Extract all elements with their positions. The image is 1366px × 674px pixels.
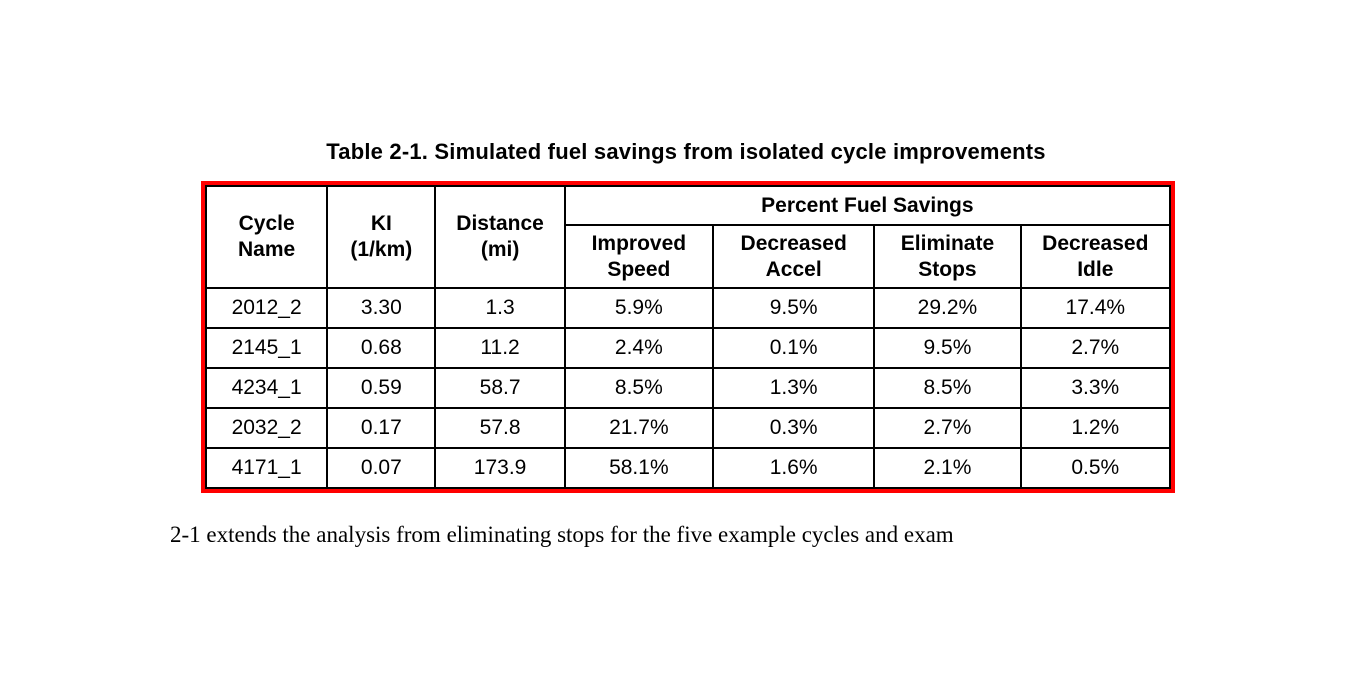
cell-distance: 57.8	[434, 407, 566, 449]
cell-ki: 0.68	[326, 327, 437, 369]
cell-distance: 58.7	[434, 367, 566, 409]
cell-eliminate-stops: 8.5%	[873, 367, 1022, 409]
cell-improved-speed: 58.1%	[563, 447, 715, 489]
cell-decreased-accel: 9.5%	[711, 287, 876, 329]
table-row: 4234_1 0.59 58.7 8.5% 1.3% 8.5% 3.3%	[204, 367, 1172, 409]
cell-cycle-name: 4171_1	[204, 447, 329, 489]
cell-cycle-name: 4234_1	[204, 367, 329, 409]
cell-eliminate-stops: 2.1%	[873, 447, 1022, 489]
table-row: 2012_2 3.30 1.3 5.9% 9.5% 29.2% 17.4%	[204, 287, 1172, 329]
col-header-decreased-idle: Decreased Idle	[1019, 224, 1172, 289]
fuel-savings-table: Cycle Name KI (1/km) Distance (mi) Perce…	[204, 185, 1172, 489]
cell-decreased-idle: 2.7%	[1019, 327, 1172, 369]
cell-cycle-name: 2145_1	[204, 327, 329, 369]
cell-eliminate-stops: 9.5%	[873, 327, 1022, 369]
col-header-cycle-name: Cycle Name	[204, 185, 329, 289]
cell-decreased-accel: 1.6%	[711, 447, 876, 489]
table-caption: Table 2-1. Simulated fuel savings from i…	[326, 139, 1046, 164]
cell-decreased-idle: 3.3%	[1019, 367, 1172, 409]
col-header-ki: KI (1/km)	[326, 185, 437, 289]
cell-decreased-idle: 1.2%	[1019, 407, 1172, 449]
cell-decreased-idle: 17.4%	[1019, 287, 1172, 329]
cell-improved-speed: 5.9%	[563, 287, 715, 329]
table-highlight-border: Cycle Name KI (1/km) Distance (mi) Perce…	[201, 181, 1175, 493]
cell-decreased-accel: 0.3%	[711, 407, 876, 449]
col-header-distance: Distance (mi)	[434, 185, 566, 289]
col-header-improved-speed: Improved Speed	[563, 224, 715, 289]
table-row: 2032_2 0.17 57.8 21.7% 0.3% 2.7% 1.2%	[204, 407, 1172, 449]
cell-decreased-accel: 1.3%	[711, 367, 876, 409]
cell-ki: 0.07	[326, 447, 437, 489]
cell-improved-speed: 8.5%	[563, 367, 715, 409]
cell-cycle-name: 2012_2	[204, 287, 329, 329]
col-group-percent-fuel-savings: Percent Fuel Savings	[563, 185, 1172, 226]
cell-ki: 3.30	[326, 287, 437, 329]
cell-distance: 173.9	[434, 447, 566, 489]
cell-eliminate-stops: 29.2%	[873, 287, 1022, 329]
cell-cycle-name: 2032_2	[204, 407, 329, 449]
cell-ki: 0.17	[326, 407, 437, 449]
cell-distance: 1.3	[434, 287, 566, 329]
col-header-eliminate-stops: Eliminate Stops	[873, 224, 1022, 289]
cell-decreased-idle: 0.5%	[1019, 447, 1172, 489]
cell-improved-speed: 21.7%	[563, 407, 715, 449]
table-row: 2145_1 0.68 11.2 2.4% 0.1% 9.5% 2.7%	[204, 327, 1172, 369]
cell-ki: 0.59	[326, 367, 437, 409]
body-paragraph: 2-1 extends the analysis from eliminatin…	[170, 522, 954, 547]
cell-eliminate-stops: 2.7%	[873, 407, 1022, 449]
table-row: 4171_1 0.07 173.9 58.1% 1.6% 2.1% 0.5%	[204, 447, 1172, 489]
cell-distance: 11.2	[434, 327, 566, 369]
cell-decreased-accel: 0.1%	[711, 327, 876, 369]
cell-improved-speed: 2.4%	[563, 327, 715, 369]
col-header-decreased-accel: Decreased Accel	[711, 224, 876, 289]
